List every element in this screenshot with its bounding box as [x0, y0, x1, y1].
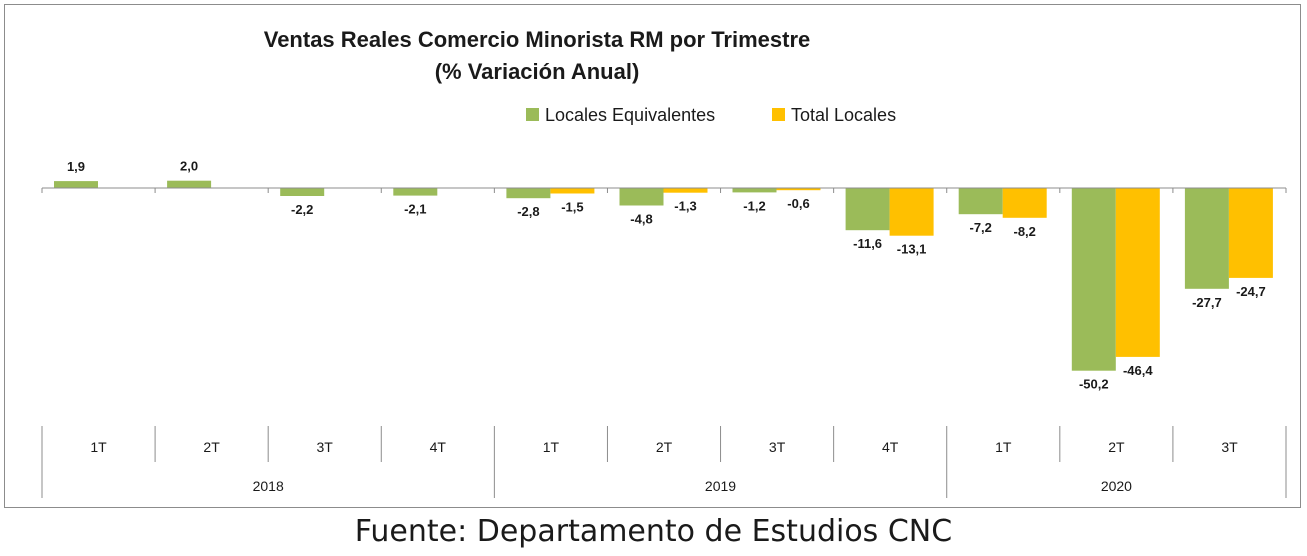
data-label: -8,2 [1013, 224, 1035, 239]
data-label: -2,2 [291, 202, 313, 217]
group-label: 2019 [705, 478, 736, 494]
group-label: 2020 [1101, 478, 1132, 494]
chart-frame [4, 4, 1301, 508]
bar-locales-equivalentes [1071, 188, 1116, 371]
bar-locales-equivalentes [280, 188, 325, 196]
bar-locales-equivalentes [958, 188, 1003, 215]
legend-label-total-locales: Total Locales [791, 105, 896, 125]
bar-total-locales [776, 188, 821, 191]
bar-locales-equivalentes [732, 188, 777, 193]
chart-title: Ventas Reales Comercio Minorista RM por … [264, 27, 811, 52]
data-label: 2,0 [180, 159, 198, 174]
bar-total-locales [663, 188, 708, 193]
category-tick-label: 1T [543, 439, 560, 455]
bar-locales-equivalentes [1184, 188, 1229, 289]
source-caption: Fuente: Departamento de Estudios CNC [354, 514, 953, 549]
data-label: -50,2 [1079, 377, 1109, 392]
category-tick-label: 3T [1221, 439, 1238, 455]
data-label: -24,7 [1236, 284, 1266, 299]
bar-locales-equivalentes [54, 181, 98, 188]
bar-total-locales [1002, 188, 1047, 218]
data-label: -2,1 [404, 202, 426, 217]
bar-locales-equivalentes [393, 188, 438, 196]
bar-locales-equivalentes [167, 180, 212, 188]
category-tick-label: 4T [430, 439, 447, 455]
data-label: -4,8 [630, 212, 652, 227]
data-label: -0,6 [787, 196, 809, 211]
data-label: -1,2 [743, 198, 765, 213]
data-label: -7,2 [969, 220, 991, 235]
data-label: -2,8 [517, 204, 539, 219]
chart-svg: Ventas Reales Comercio Minorista RM por … [41, 27, 1287, 498]
data-label: -27,7 [1192, 295, 1222, 310]
bar-total-locales [1228, 188, 1273, 278]
legend-swatch-locales-equivalentes [526, 108, 539, 121]
bar-locales-equivalentes [619, 188, 664, 206]
category-tick-label: 2T [1108, 439, 1125, 455]
data-label: -11,6 [853, 236, 882, 251]
category-tick-label: 3T [769, 439, 786, 455]
category-tick-label: 2T [656, 439, 673, 455]
plot-area: 1,9 2,0 -2,2 -2,1 -2,8 -4,8 -1,2 -11,6 -7,2 -50,2… [41, 159, 1287, 498]
bar-locales-equivalentes [845, 188, 890, 231]
category-tick-label: 1T [995, 439, 1012, 455]
chart-subtitle: (% Variación Anual) [435, 59, 640, 84]
bar-total-locales [550, 188, 595, 194]
category-tick-label: 1T [90, 439, 107, 455]
legend-swatch-total-locales [772, 108, 785, 121]
group-label: 2018 [253, 478, 284, 494]
data-label: -1,5 [561, 200, 583, 215]
data-label: 1,9 [67, 159, 85, 174]
bar-total-locales [1115, 188, 1160, 357]
legend: Locales Equivalentes Total Locales [526, 105, 896, 125]
data-label: -1,3 [674, 199, 696, 214]
category-tick-label: 2T [203, 439, 220, 455]
category-tick-label: 4T [882, 439, 899, 455]
bar-locales-equivalentes [506, 188, 551, 199]
bar-total-locales [889, 188, 934, 236]
legend-label-locales-equivalentes: Locales Equivalentes [545, 105, 715, 125]
data-label: -46,4 [1123, 363, 1153, 378]
category-tick-label: 3T [317, 439, 334, 455]
data-label: -13,1 [897, 242, 927, 257]
